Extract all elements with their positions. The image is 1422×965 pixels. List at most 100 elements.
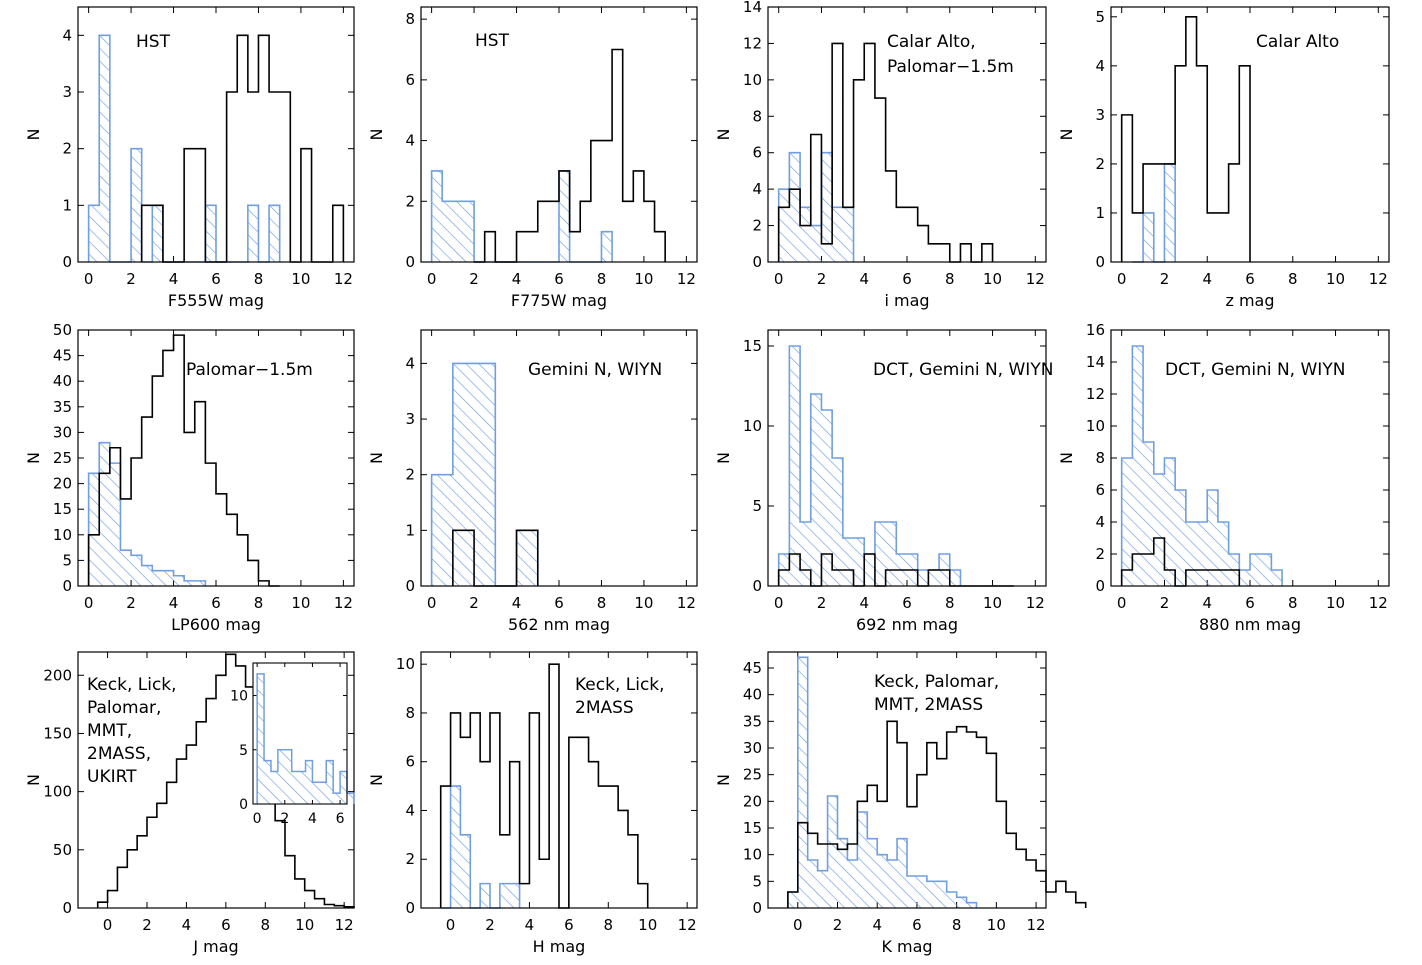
- y-tick-label: 15: [743, 337, 762, 355]
- x-tick-label: 2: [817, 594, 827, 612]
- y-axis-label: N: [367, 129, 386, 141]
- x-tick-label: 6: [554, 594, 564, 612]
- x-tick-label: 6: [1245, 270, 1255, 288]
- x-axis-label: 880 nm mag: [1199, 615, 1301, 634]
- black-histogram: [140, 34, 345, 263]
- blue-histogram-hatch: [778, 346, 961, 586]
- y-tick-label: 40: [743, 686, 762, 704]
- x-tick-label: 6: [912, 916, 922, 934]
- y-tick-label: 10: [53, 526, 72, 544]
- y-axis-label: N: [24, 774, 43, 786]
- x-tick-label: 12: [1369, 594, 1388, 612]
- y-tick-label: 14: [1086, 353, 1105, 371]
- histogram-panel-LP600: 0 2 4 6 8 10 12 0 5 10 15 20 25 30 35 40 45 50 LP600 mag N P…: [24, 321, 355, 634]
- x-tick-label: 10: [638, 916, 657, 934]
- x-tick-label: 10: [634, 594, 653, 612]
- y-tick-label: 20: [53, 475, 72, 493]
- x-tick-label: 8: [254, 594, 264, 612]
- blue-histogram-hatch: [1121, 346, 1283, 586]
- y-tick-label: 10: [743, 71, 762, 89]
- panel-annotation: HST: [475, 31, 510, 51]
- y-tick-label: 4: [405, 354, 415, 372]
- panel-annotation: Palomar−1.5m: [186, 360, 313, 380]
- y-tick-label: 6: [405, 71, 415, 89]
- y-axis-label: N: [367, 774, 386, 786]
- y-axis-label: N: [714, 129, 733, 141]
- x-tick-label: 4: [512, 594, 522, 612]
- y-axis-label: N: [1057, 129, 1076, 141]
- y-tick-label: 10: [743, 846, 762, 864]
- y-tick-label: 4: [405, 132, 415, 150]
- y-tick-label: 0: [752, 253, 762, 271]
- x-axis-label: 692 nm mag: [856, 615, 958, 634]
- x-tick-label: 6: [564, 916, 574, 934]
- blue-histogram-hatch: [88, 442, 206, 586]
- x-tick-label: 4: [182, 916, 192, 934]
- x-tick-label: 6: [1245, 594, 1255, 612]
- histogram-panel-880nm: 0 2 4 6 8 10 12 0 2 4 6 8 10 12 14 16 880 nm mag N DCT, Ge…: [1057, 321, 1390, 634]
- y-tick-label: 2: [405, 192, 415, 210]
- y-axis-label: N: [714, 452, 733, 464]
- x-tick-label: 8: [604, 916, 614, 934]
- y-tick-label: 2: [405, 850, 415, 868]
- x-tick-label: 4: [169, 594, 179, 612]
- y-tick-label: 1: [1095, 204, 1105, 222]
- x-tick-label: 2: [469, 270, 479, 288]
- y-tick-label: 8: [405, 10, 415, 28]
- x-tick-label: 6: [211, 594, 221, 612]
- y-tick-label: 12: [1086, 385, 1105, 403]
- x-tick-label: 0: [774, 270, 784, 288]
- x-tick-label: 6: [902, 594, 912, 612]
- y-tick-label: 0: [405, 899, 415, 917]
- x-tick-label: 0: [427, 594, 437, 612]
- blue-histogram-hatch: [431, 170, 613, 262]
- x-axis-label: i mag: [884, 291, 929, 310]
- y-axis-label: N: [24, 452, 43, 464]
- y-tick-label: 1: [62, 196, 72, 214]
- x-tick-label: 8: [254, 270, 264, 288]
- y-tick-label: 4: [1095, 513, 1105, 531]
- plot-frame: [77, 651, 355, 909]
- panel-annotation: MMT, 2MASS: [874, 695, 983, 715]
- y-tick-label: 3: [1095, 106, 1105, 124]
- panel-annotation: Keck, Palomar,: [874, 672, 999, 692]
- y-tick-label: 6: [1095, 481, 1105, 499]
- panel-annotation: DCT, Gemini N, WIYN: [873, 360, 1053, 380]
- x-tick-label: 0: [427, 270, 437, 288]
- x-axis-label: J mag: [192, 937, 238, 956]
- panel-annotation: MMT,: [87, 721, 132, 741]
- y-tick-label: 35: [743, 712, 762, 730]
- x-tick-label: 10: [634, 270, 653, 288]
- y-tick-label: 45: [53, 347, 72, 365]
- x-axis-label: K mag: [881, 937, 932, 956]
- x-tick-label: 6: [221, 916, 231, 934]
- y-tick-label: 5: [1095, 8, 1105, 26]
- plot-frame: [420, 6, 698, 263]
- blue-histogram: [1120, 345, 1283, 586]
- histogram-panel-H: 0 2 4 6 8 10 12 0 2 4 6 8 10 H mag N Keck, Lick, 2MASS: [367, 651, 698, 956]
- y-tick-label: 35: [53, 398, 72, 416]
- x-tick-label: 12: [678, 916, 697, 934]
- y-tick-label: 2: [62, 140, 72, 158]
- panel-annotation: Calar Alto: [1256, 32, 1339, 52]
- x-tick-label: 2: [1160, 594, 1170, 612]
- x-tick-label: 2: [126, 270, 136, 288]
- panel-annotation: Gemini N, WIYN: [528, 360, 662, 380]
- y-tick-label: 2: [752, 217, 762, 235]
- panel-annotation: Calar Alto,: [887, 32, 976, 52]
- panel-annotation: 2MASS: [575, 698, 634, 718]
- y-tick-label: 15: [743, 819, 762, 837]
- x-tick-label: 0: [1117, 270, 1127, 288]
- x-tick-label: 8: [1288, 270, 1298, 288]
- x-tick-label: 10: [1326, 594, 1345, 612]
- blue-histogram-hatch: [88, 35, 280, 262]
- y-tick-label: 2: [405, 466, 415, 484]
- x-tick-label: 2: [833, 916, 843, 934]
- y-tick-label: 8: [405, 704, 415, 722]
- x-tick-label: 4: [1202, 270, 1212, 288]
- plot-frame: [767, 6, 1047, 263]
